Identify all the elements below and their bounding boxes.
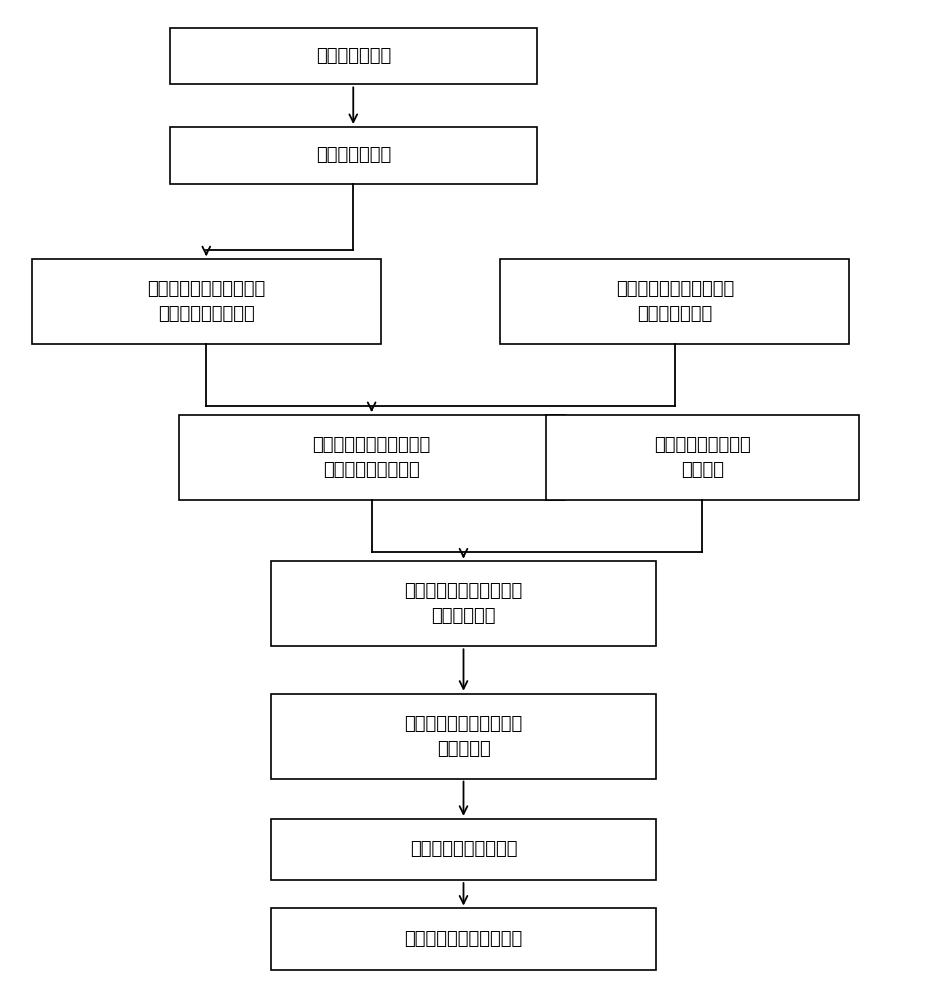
Text: 各个运动轴几何误差对刀
具精度的影响: 各个运动轴几何误差对刀 具精度的影响: [404, 582, 523, 625]
FancyBboxPatch shape: [501, 259, 849, 344]
FancyBboxPatch shape: [170, 127, 537, 184]
Text: 刀具在本身坐标系下的综
合误差向量: 刀具在本身坐标系下的综 合误差向量: [404, 715, 523, 758]
FancyBboxPatch shape: [271, 819, 656, 880]
Text: 机床结构和类型: 机床结构和类型: [315, 47, 391, 65]
FancyBboxPatch shape: [170, 28, 537, 84]
FancyBboxPatch shape: [271, 908, 656, 970]
Text: 各个运动轴六维几何
误差向量: 各个运动轴六维几何 误差向量: [654, 436, 751, 479]
FancyBboxPatch shape: [32, 259, 381, 344]
FancyBboxPatch shape: [271, 561, 656, 646]
FancyBboxPatch shape: [546, 415, 858, 500]
FancyBboxPatch shape: [271, 694, 656, 779]
Text: 各个运动轴相对于刀具坐
标系的微分变换矩阵: 各个运动轴相对于刀具坐 标系的微分变换矩阵: [312, 436, 431, 479]
Text: 不同直角坐标系之间的微
分运动变换关系: 不同直角坐标系之间的微 分运动变换关系: [616, 280, 734, 323]
Text: 机床综合几何误差矩阵: 机床综合几何误差矩阵: [410, 840, 517, 858]
Text: 机床开环运动链: 机床开环运动链: [315, 146, 391, 164]
Text: 机床位置误差和姿态误差: 机床位置误差和姿态误差: [404, 930, 523, 948]
Text: 刀具相对于各个运动轴坐
标系的齐次变换矩阵: 刀具相对于各个运动轴坐 标系的齐次变换矩阵: [147, 280, 265, 323]
FancyBboxPatch shape: [179, 415, 565, 500]
